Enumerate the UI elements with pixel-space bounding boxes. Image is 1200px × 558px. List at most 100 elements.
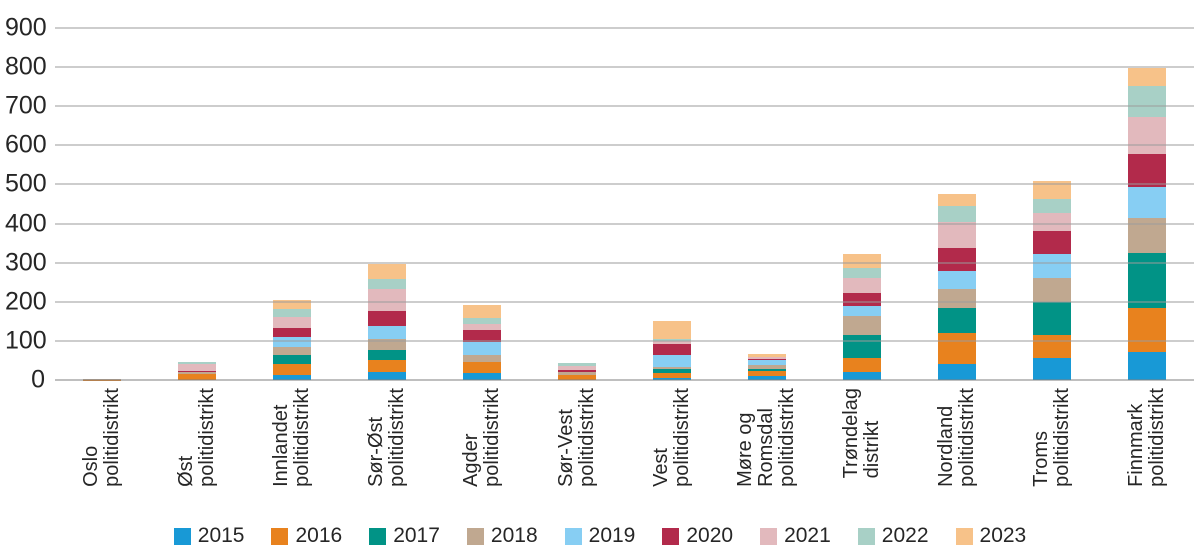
bar-segment xyxy=(273,364,312,376)
bar-segment xyxy=(747,368,786,372)
bar-segment xyxy=(747,354,786,357)
x-axis-label-text: Sør-Øst politidistrikt xyxy=(365,388,409,487)
bar-segment xyxy=(463,305,502,318)
bar-segment xyxy=(273,316,312,328)
x-axis-label-text: Troms politidistrikt xyxy=(1029,388,1073,487)
bar-segment xyxy=(652,377,691,380)
bar-segment xyxy=(937,333,976,364)
bar-segment xyxy=(842,292,881,307)
bar-segment xyxy=(652,369,691,373)
bar-stack xyxy=(558,28,597,380)
bar-segment xyxy=(1127,85,1166,118)
x-axis-label: Nordland politidistrikt xyxy=(909,388,1004,510)
bar-stack xyxy=(842,28,881,380)
legend-swatch xyxy=(955,527,973,545)
bar-segment xyxy=(842,372,881,380)
x-axis-label: Møre og Romsdal politidistrikt xyxy=(719,388,814,510)
bar-segment xyxy=(747,358,786,361)
bar-stack xyxy=(1032,28,1071,380)
x-axis-label: Sør-Øst politidistrikt xyxy=(340,388,435,510)
x-axis-label-text: Oslo politidistrikt xyxy=(80,388,124,487)
bar-segment xyxy=(273,299,312,309)
bar-column xyxy=(245,28,340,380)
legend-label: 2022 xyxy=(881,524,929,547)
bar-segment xyxy=(368,289,407,312)
bar-segment xyxy=(463,362,502,374)
y-axis-tick-label: 200 xyxy=(5,287,47,316)
x-axis-label-text: Vest politidistrikt xyxy=(649,388,693,487)
bar-column xyxy=(55,28,150,380)
bar-segment xyxy=(273,327,312,338)
legend-label: 2021 xyxy=(784,524,831,547)
x-axis-label-text: Agder politidistrikt xyxy=(460,388,504,487)
legend-item: 2015 xyxy=(173,524,245,548)
bar-segment xyxy=(652,338,691,342)
legend-swatch xyxy=(173,527,191,545)
bar-segment xyxy=(178,364,217,371)
legend-label: 2015 xyxy=(197,524,245,547)
bar-segment xyxy=(368,279,407,290)
y-axis-tick-label: 700 xyxy=(5,91,47,120)
bar-segment xyxy=(937,307,976,334)
bars-container xyxy=(55,28,1194,380)
legend-swatch xyxy=(271,527,289,545)
plot-area: 0 100 200 300 400 500 600 700 800 900 xyxy=(5,15,1194,392)
bar-stack xyxy=(83,28,122,380)
bar-column xyxy=(340,28,435,380)
gridline xyxy=(55,262,1194,264)
bar-segment xyxy=(273,355,312,365)
bar-segment xyxy=(558,366,597,370)
bar-segment xyxy=(463,373,502,380)
bar-segment xyxy=(1127,117,1166,154)
legend-swatch xyxy=(466,527,484,545)
bar-segment xyxy=(558,369,597,372)
x-axis-labels: Oslo politidistrikt Øst politidistrikt Inn… xyxy=(55,388,1194,510)
bar-stack xyxy=(652,28,691,380)
bar-stack xyxy=(178,28,217,380)
bar-column xyxy=(814,28,909,380)
gridline xyxy=(55,27,1194,29)
legend-label: 2016 xyxy=(295,524,343,547)
bar-segment xyxy=(1032,213,1071,232)
x-axis-label-text: Trøndelag distrikt xyxy=(839,388,883,479)
bar-stack xyxy=(368,28,407,380)
bar-segment xyxy=(1032,181,1071,199)
bar-segment xyxy=(842,357,881,373)
x-axis-label: Troms politidistrikt xyxy=(1004,388,1099,510)
bar-stack xyxy=(463,28,502,380)
bar-segment xyxy=(747,357,786,359)
x-axis-label: Innlandet politidistrikt xyxy=(245,388,340,510)
y-axis-tick-label: 500 xyxy=(5,169,47,198)
legend-item: 2021 xyxy=(760,524,831,548)
x-axis-label: Finnmark politidistrikt xyxy=(1099,388,1194,510)
bar-segment xyxy=(558,374,597,380)
bar-segment xyxy=(178,372,217,375)
bar-segment xyxy=(937,363,976,380)
bar-segment xyxy=(463,354,502,363)
x-axis-label: Agder politidistrikt xyxy=(435,388,530,510)
bar-segment xyxy=(747,365,786,369)
bar-segment xyxy=(368,359,407,372)
bar-segment xyxy=(937,289,976,308)
bar-segment xyxy=(273,337,312,347)
bar-segment xyxy=(937,222,976,249)
bar-segment xyxy=(652,341,691,344)
bar-segment xyxy=(652,372,691,378)
y-axis-tick-label: 400 xyxy=(5,209,47,238)
bar-segment xyxy=(463,342,502,355)
bar-segment xyxy=(652,366,691,370)
bar-segment xyxy=(747,376,786,380)
gridline xyxy=(55,66,1194,68)
bar-segment xyxy=(1127,252,1166,308)
x-axis-label-text: Øst politidistrikt xyxy=(175,388,219,487)
gridline xyxy=(55,105,1194,107)
legend: 2015 2016 2017 2018 2019 2020 2021 2022 2023 xyxy=(0,524,1200,548)
bar-column xyxy=(1099,28,1194,380)
x-axis-label: Vest politidistrikt xyxy=(625,388,720,510)
bar-segment xyxy=(747,360,786,366)
bar-segment xyxy=(652,343,691,355)
bar-column xyxy=(719,28,814,380)
bar-segment xyxy=(1032,277,1071,303)
x-axis-label-text: Nordland politidistrikt xyxy=(934,388,978,487)
